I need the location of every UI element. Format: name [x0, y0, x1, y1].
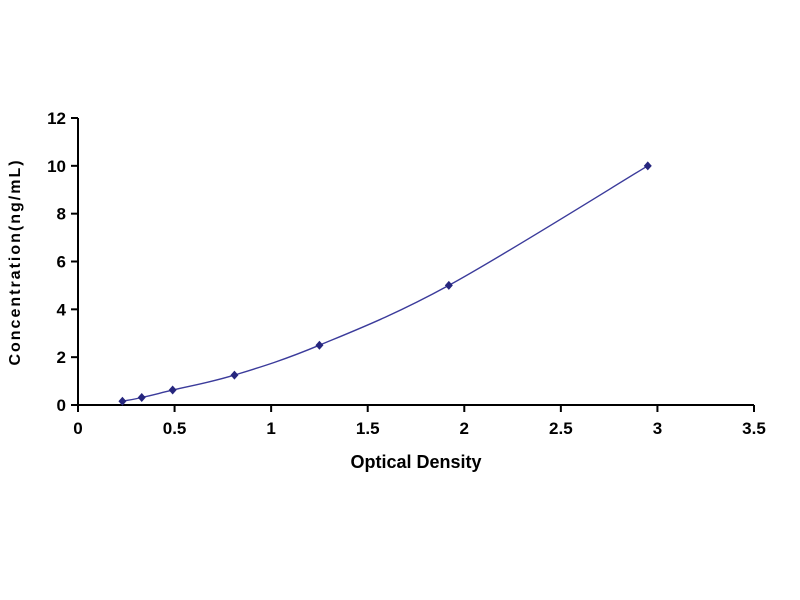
x-tick-label: 1.5	[356, 419, 380, 438]
y-tick-label: 10	[47, 157, 66, 176]
y-axis-title: Concentration(ng/mL)	[7, 158, 24, 366]
x-tick-label: 0.5	[163, 419, 187, 438]
y-tick-label: 8	[57, 205, 66, 224]
y-tick-label: 0	[57, 396, 66, 415]
x-tick-label: 1	[266, 419, 275, 438]
x-axis-title: Optical Density	[350, 452, 482, 472]
data-point-marker	[230, 370, 239, 380]
y-tick-label: 6	[57, 253, 66, 272]
x-tick-label: 2.5	[549, 419, 573, 438]
data-point-marker	[315, 340, 324, 350]
curve-line	[122, 165, 649, 402]
y-tick-label: 12	[47, 109, 66, 128]
data-point-marker	[137, 393, 146, 403]
y-tick-label: 2	[57, 348, 66, 367]
x-tick-label: 2	[460, 419, 469, 438]
data-point-marker	[643, 161, 652, 171]
x-tick-label: 0	[73, 419, 82, 438]
x-tick-label: 3.5	[742, 419, 766, 438]
data-point-marker	[118, 396, 127, 406]
data-point-marker	[168, 385, 177, 395]
y-tick-label: 4	[57, 300, 67, 319]
data-point-marker	[444, 280, 453, 290]
x-tick-label: 3	[653, 419, 662, 438]
